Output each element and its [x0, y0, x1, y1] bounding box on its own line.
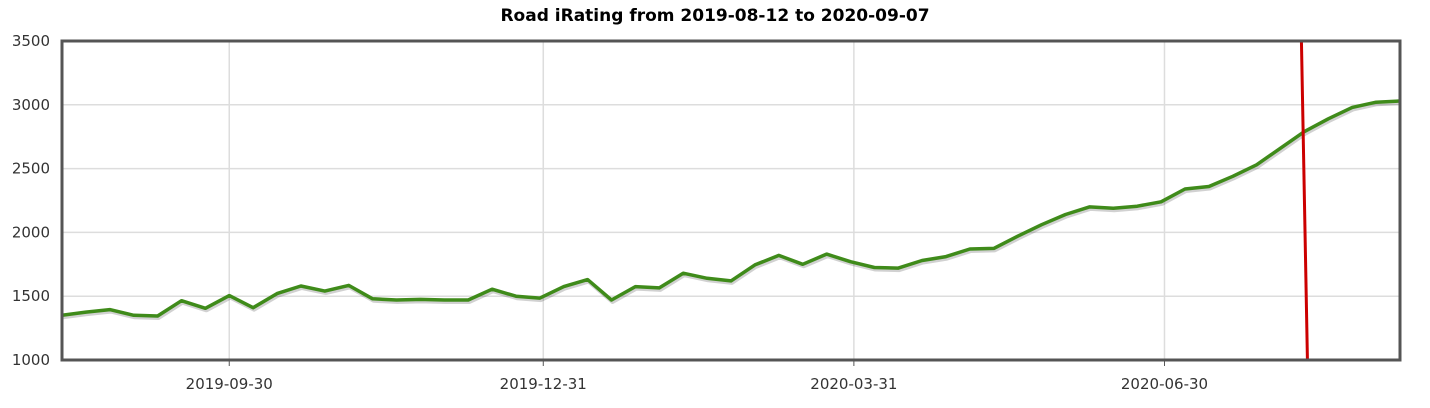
plot-frame	[60, 39, 1402, 362]
y-tick-label: 2500	[12, 160, 50, 178]
y-tick-label: 3500	[12, 32, 50, 50]
series-line-shadow	[62, 101, 1402, 320]
y-tick-label: 2000	[12, 223, 50, 241]
plot-area	[62, 41, 1400, 360]
marker-line	[1299, 40, 1309, 361]
x-tick-label: 2019-12-31	[500, 375, 587, 393]
x-tick-label: 2019-09-30	[186, 375, 273, 393]
x-tick-label: 2020-03-31	[810, 375, 897, 393]
y-tick-label: 1500	[12, 287, 50, 305]
y-tick-label: 1000	[12, 351, 50, 369]
series-line	[62, 99, 1400, 318]
y-tick-label: 3000	[12, 96, 50, 114]
chart-title: Road iRating from 2019-08-12 to 2020-09-…	[500, 6, 930, 26]
x-tick-label: 2020-06-30	[1121, 375, 1208, 393]
